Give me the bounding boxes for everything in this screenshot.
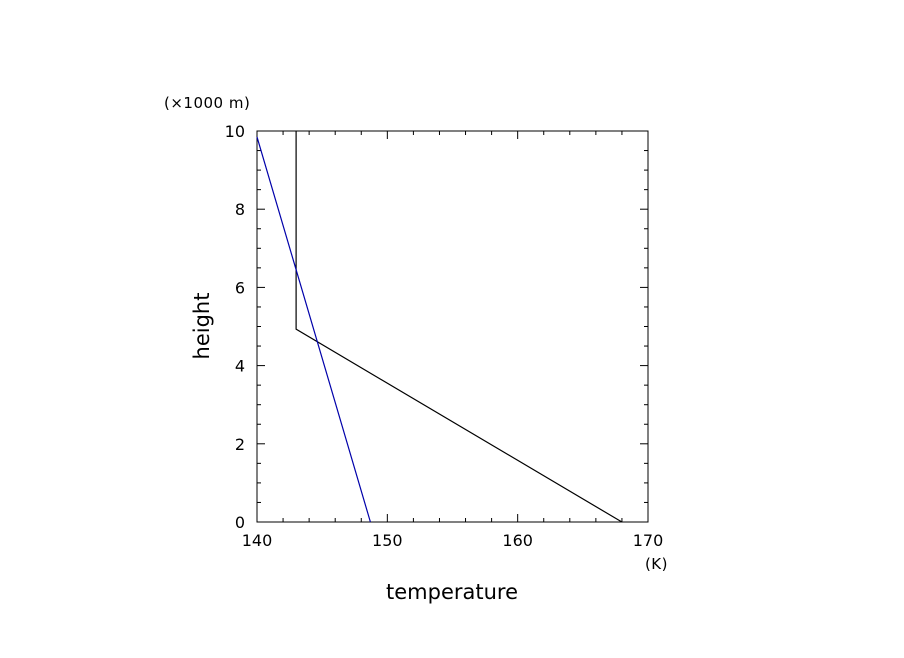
series-lines	[256, 131, 623, 523]
x-tick-label: 170	[633, 531, 664, 550]
x-tick-label: 140	[242, 531, 273, 550]
y-tick-label: 10	[225, 122, 245, 141]
y-tick-label: 0	[235, 513, 245, 532]
y-tick-labels: 0 2 4 6 8 10	[225, 122, 245, 532]
series-line-2	[256, 136, 371, 523]
y-tick-label: 2	[235, 435, 245, 454]
y-tick-label: 4	[235, 357, 245, 376]
x-axis-title: temperature	[386, 580, 518, 604]
series-line-1	[295, 131, 623, 523]
y-axis-title: height	[190, 293, 214, 360]
plot-frame	[256, 130, 649, 523]
x-tick-labels: 140 150 160 170	[242, 531, 664, 550]
x-unit-label: (K)	[645, 555, 668, 573]
tick-marks	[256, 130, 649, 523]
y-unit-label: (×1000 m)	[164, 94, 250, 112]
x-tick-label: 160	[502, 531, 533, 550]
y-tick-label: 8	[235, 200, 245, 219]
y-tick-label: 6	[235, 278, 245, 297]
x-tick-label: 150	[372, 531, 403, 550]
